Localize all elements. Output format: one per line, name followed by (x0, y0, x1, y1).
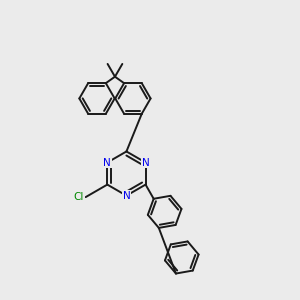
Text: N: N (103, 158, 111, 167)
Text: N: N (123, 190, 130, 201)
Text: Cl: Cl (74, 192, 84, 202)
Text: N: N (142, 158, 149, 167)
